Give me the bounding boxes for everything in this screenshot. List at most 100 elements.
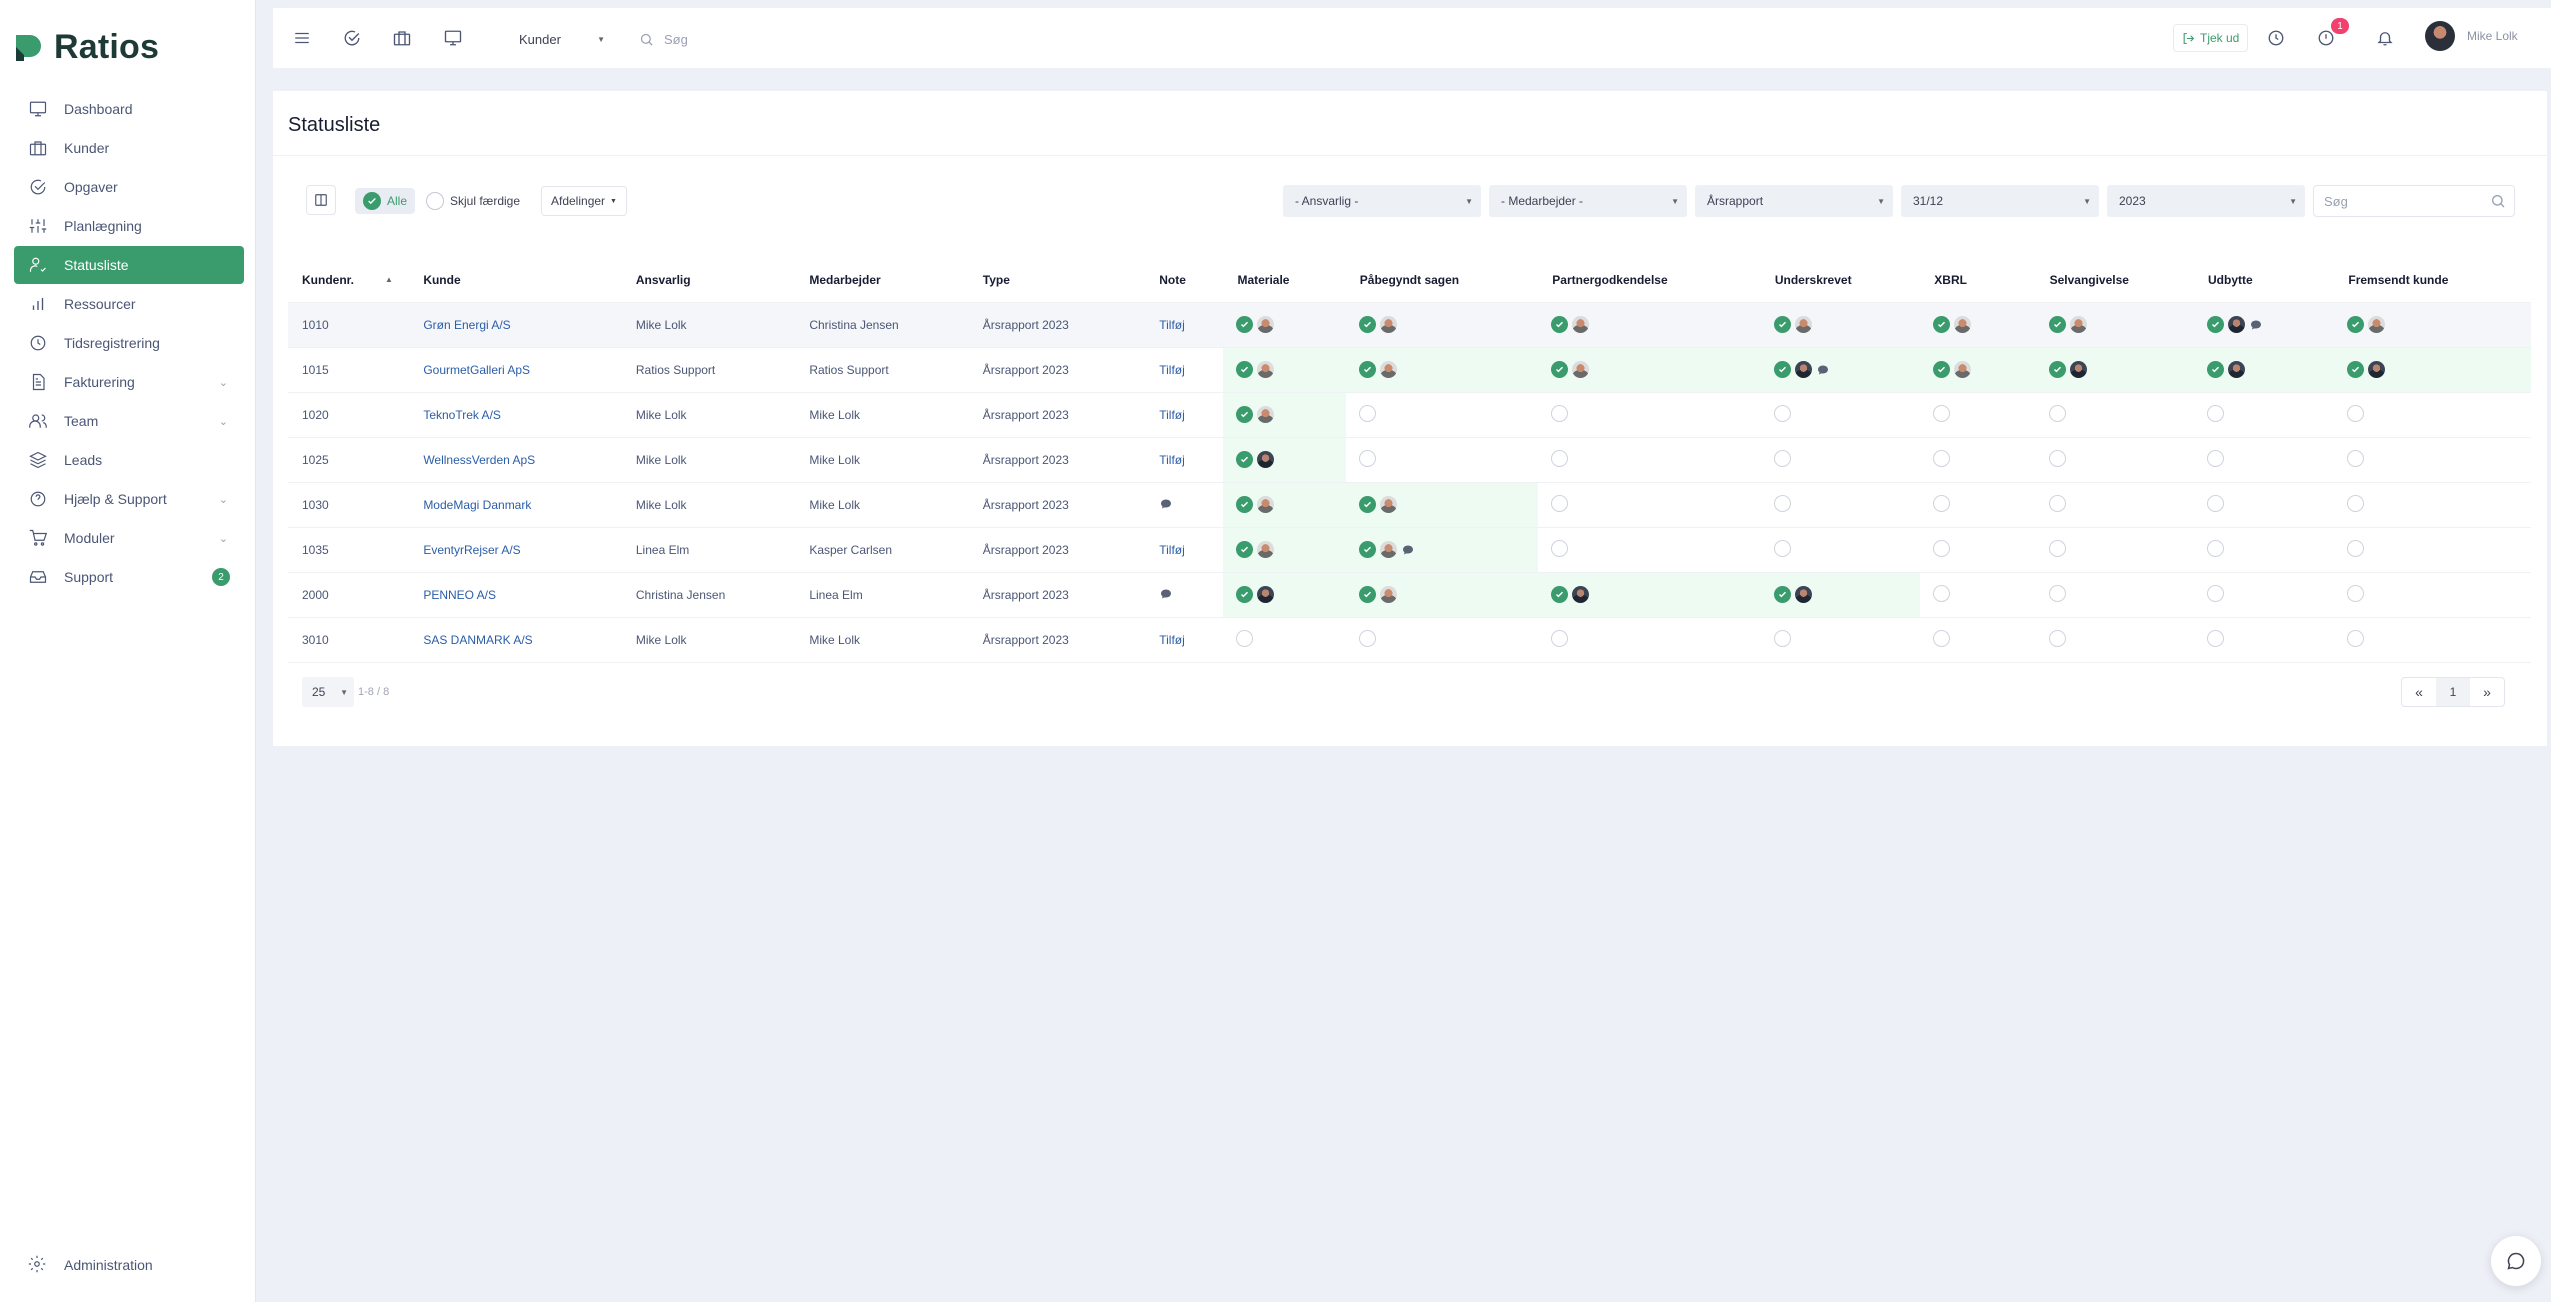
employee-select[interactable]: - Medarbejder - ▼ <box>1489 185 1687 217</box>
status-xbrl[interactable] <box>1920 527 2036 573</box>
status-materiale[interactable] <box>1223 437 1346 483</box>
status-fremsendt[interactable] <box>2334 482 2531 528</box>
status-fremsendt[interactable] <box>2334 347 2531 393</box>
status-underskrevet[interactable] <box>1760 302 1921 348</box>
customer-link[interactable]: SAS DANMARK A/S <box>423 632 533 647</box>
status-udbytte[interactable] <box>2194 527 2335 573</box>
status-selvangivelse[interactable] <box>2035 482 2194 528</box>
sidebar-item-kunder[interactable]: Kunder <box>14 129 244 167</box>
status-underskrevet[interactable] <box>1760 437 1921 483</box>
page-size-select[interactable]: 25 ▼ <box>302 677 354 707</box>
status-fremsendt[interactable] <box>2334 302 2531 348</box>
status-partnergodkendelse[interactable] <box>1538 347 1761 393</box>
status-partnergodkendelse[interactable] <box>1538 617 1761 663</box>
status-partnergodkendelse[interactable] <box>1538 302 1761 348</box>
add-note-link[interactable]: Tilføj <box>1159 542 1185 557</box>
status-materiale[interactable] <box>1223 617 1346 663</box>
status-xbrl[interactable] <box>1920 572 2036 618</box>
sidebar-item-opgaver[interactable]: Opgaver <box>14 168 244 206</box>
column-header-type[interactable]: Type <box>968 258 1146 303</box>
status-materiale[interactable] <box>1223 572 1346 618</box>
add-note-link[interactable]: Tilføj <box>1159 407 1185 422</box>
year-select[interactable]: 2023 ▼ <box>2107 185 2305 217</box>
add-note-link[interactable]: Tilføj <box>1159 362 1185 377</box>
add-note-link[interactable]: Tilføj <box>1159 632 1185 647</box>
column-header-ansvarlig[interactable]: Ansvarlig <box>621 258 796 303</box>
comment-icon[interactable] <box>1816 363 1830 377</box>
menu-icon[interactable] <box>290 26 314 50</box>
status-xbrl[interactable] <box>1920 302 2036 348</box>
status-udbytte[interactable] <box>2194 437 2335 483</box>
status-materiale[interactable] <box>1223 527 1346 573</box>
status-paabegyndt[interactable] <box>1345 437 1539 483</box>
filter-all-radio[interactable]: Alle <box>355 188 416 214</box>
sidebar-item-statusliste[interactable]: Statusliste <box>14 246 244 284</box>
columns-toggle-button[interactable] <box>306 185 336 215</box>
status-partnergodkendelse[interactable] <box>1538 437 1761 483</box>
status-selvangivelse[interactable] <box>2035 527 2194 573</box>
status-materiale[interactable] <box>1223 482 1346 528</box>
user-menu[interactable]: Mike Lolk <box>2425 21 2518 51</box>
customer-link[interactable]: PENNEO A/S <box>423 587 497 602</box>
status-paabegyndt[interactable] <box>1345 392 1539 438</box>
sidebar-item-fakturering[interactable]: Fakturering ⌄ <box>14 363 244 401</box>
status-paabegyndt[interactable] <box>1345 347 1539 393</box>
ratios-logo[interactable]: Ratios <box>14 28 159 67</box>
comment-icon[interactable] <box>2249 318 2263 332</box>
status-paabegyndt[interactable] <box>1345 302 1539 348</box>
status-udbytte[interactable] <box>2194 302 2335 348</box>
monitor-icon[interactable] <box>441 26 465 50</box>
status-selvangivelse[interactable] <box>2035 617 2194 663</box>
status-fremsendt[interactable] <box>2334 437 2531 483</box>
status-fremsendt[interactable] <box>2334 527 2531 573</box>
comment-icon[interactable] <box>1159 497 1173 511</box>
report-type-select[interactable]: Årsrapport ▼ <box>1695 185 1893 217</box>
customer-link[interactable]: TeknoTrek A/S <box>423 407 501 422</box>
status-underskrevet[interactable] <box>1760 392 1921 438</box>
sidebar-item-hjaelp-support[interactable]: Hjælp & Support ⌄ <box>14 480 244 518</box>
sidebar-item-moduler[interactable]: Moduler ⌄ <box>14 519 244 557</box>
global-search[interactable]: Søg <box>639 24 688 54</box>
status-underskrevet[interactable] <box>1760 572 1921 618</box>
sidebar-item-planlaegning[interactable]: Planlægning <box>14 207 244 245</box>
prev-page-button[interactable]: « <box>2402 678 2436 706</box>
alert-icon[interactable] <box>2314 26 2338 50</box>
status-xbrl[interactable] <box>1920 437 2036 483</box>
status-udbytte[interactable] <box>2194 617 2335 663</box>
bell-icon[interactable] <box>2373 26 2397 50</box>
status-paabegyndt[interactable] <box>1345 572 1539 618</box>
status-paabegyndt[interactable] <box>1345 617 1539 663</box>
status-partnergodkendelse[interactable] <box>1538 482 1761 528</box>
column-header-kundenr[interactable]: Kundenr. ▲ <box>288 258 410 303</box>
responsible-select[interactable]: - Ansvarlig - ▼ <box>1283 185 1481 217</box>
scope-select[interactable]: Kunder ▼ <box>509 22 611 56</box>
clock-icon[interactable] <box>2264 26 2288 50</box>
filter-hide-done-radio[interactable]: Skjul færdige <box>418 188 528 214</box>
status-xbrl[interactable] <box>1920 617 2036 663</box>
checkout-button[interactable]: Tjek ud <box>2173 24 2249 52</box>
chat-launcher-button[interactable] <box>2491 1236 2541 1286</box>
status-selvangivelse[interactable] <box>2035 572 2194 618</box>
comment-icon[interactable] <box>1401 543 1415 557</box>
status-fremsendt[interactable] <box>2334 572 2531 618</box>
sidebar-item-team[interactable]: Team ⌄ <box>14 402 244 440</box>
tasks-check-icon[interactable] <box>340 26 364 50</box>
status-selvangivelse[interactable] <box>2035 392 2194 438</box>
column-header-medarbejder[interactable]: Medarbejder <box>795 258 969 303</box>
status-udbytte[interactable] <box>2194 347 2335 393</box>
status-paabegyndt[interactable] <box>1345 527 1539 573</box>
customer-link[interactable]: ModeMagi Danmark <box>423 497 532 512</box>
comment-icon[interactable] <box>1159 587 1173 601</box>
status-selvangivelse[interactable] <box>2035 437 2194 483</box>
status-udbytte[interactable] <box>2194 482 2335 528</box>
status-xbrl[interactable] <box>1920 347 2036 393</box>
customer-link[interactable]: GourmetGalleri ApS <box>423 362 531 377</box>
status-materiale[interactable] <box>1223 392 1346 438</box>
add-note-link[interactable]: Tilføj <box>1159 452 1185 467</box>
customer-link[interactable]: Grøn Energi A/S <box>423 317 511 332</box>
sidebar-item-ressourcer[interactable]: Ressourcer <box>14 285 244 323</box>
status-udbytte[interactable] <box>2194 572 2335 618</box>
status-selvangivelse[interactable] <box>2035 347 2194 393</box>
status-paabegyndt[interactable] <box>1345 482 1539 528</box>
status-selvangivelse[interactable] <box>2035 302 2194 348</box>
